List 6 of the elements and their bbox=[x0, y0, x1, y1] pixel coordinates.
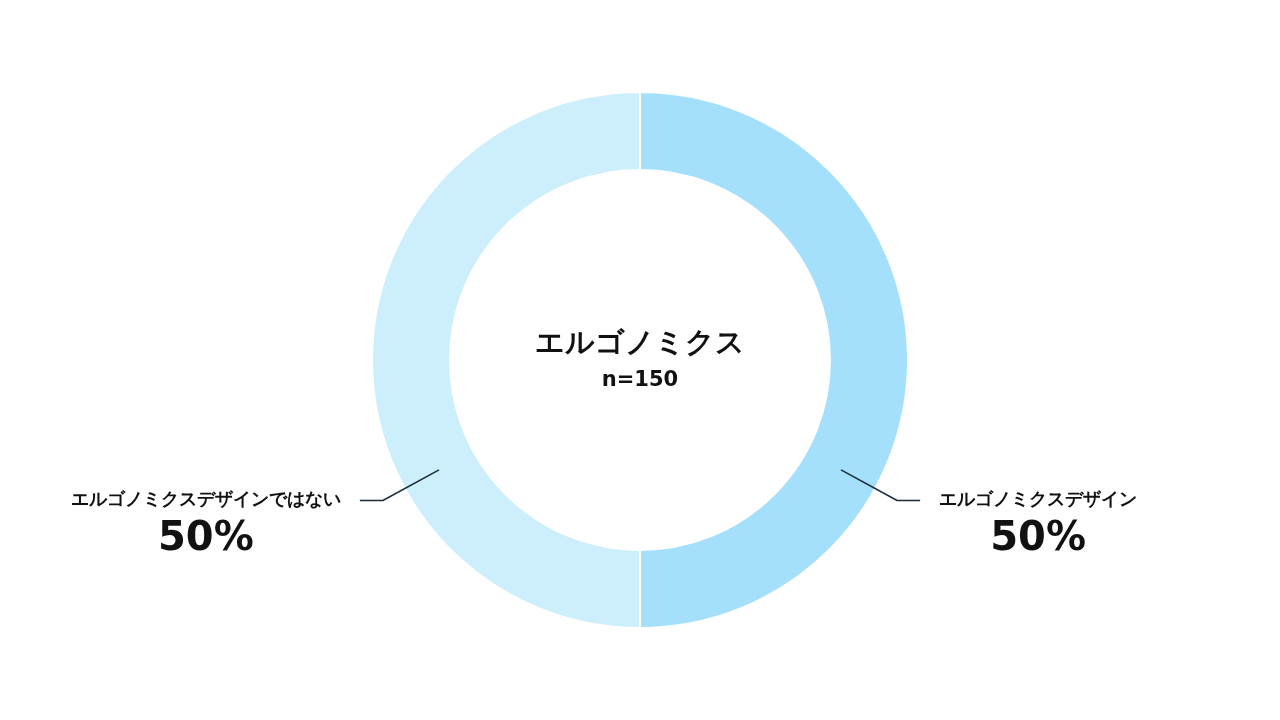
text: n=150 bbox=[601, 367, 679, 391]
slice-label: エルゴノミクスデザインではない bbox=[70, 488, 341, 510]
data-label: 50% bbox=[990, 513, 1087, 560]
data-label: 50% bbox=[157, 513, 254, 560]
slice-label: エルゴノミクスデザイン bbox=[939, 488, 1138, 510]
text: エルゴノミクス bbox=[535, 325, 745, 359]
